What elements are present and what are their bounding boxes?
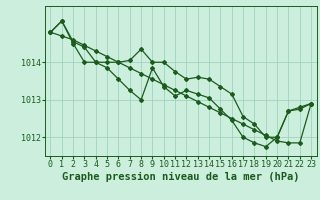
- X-axis label: Graphe pression niveau de la mer (hPa): Graphe pression niveau de la mer (hPa): [62, 172, 300, 182]
